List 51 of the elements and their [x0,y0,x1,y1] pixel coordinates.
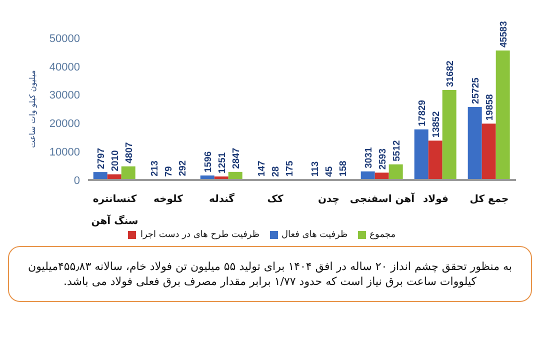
data-label: 13852 [430,111,442,138]
data-label: 175 [284,160,296,177]
data-label: 4807 [124,142,135,164]
x-tick-label: کنسانتره سنگ آهن [91,194,138,227]
data-label: 158 [338,160,349,177]
data-label: 79 [163,166,174,177]
legend-label: مجموع [370,230,396,240]
y-tick-label: 20000 [49,118,80,130]
x-tick-label: فولاد [423,194,448,205]
bar [428,140,442,180]
y-tick-label: 30000 [49,90,80,102]
x-tick-label: چدن [318,194,340,205]
data-label: 25725 [470,76,482,104]
data-label: 3031 [363,146,374,168]
y-tick-label: 50000 [49,32,80,45]
data-label: 147 [256,160,268,177]
data-label: 113 [310,161,321,177]
legend-label: ظرفیت طرح های در دست اجرا [140,230,260,240]
bar [121,166,136,180]
x-tick-label: کک [267,194,284,205]
data-label: 2797 [96,148,107,170]
data-label: 17829 [416,100,428,126]
data-label: 2010 [110,150,121,172]
data-label: 1596 [202,151,214,172]
data-label: 1251 [216,152,228,174]
y-axis-title: میلیون کیلو وات ساعت [28,70,37,148]
data-label: 45 [324,166,335,177]
x-tick-label: گندله [209,192,235,205]
data-label: 2847 [230,148,242,169]
y-tick-label: 40000 [49,61,80,74]
y-tick-label: 10000 [49,146,80,159]
bar [496,50,510,180]
bar [468,106,482,180]
bar [442,90,456,180]
bar [414,129,428,180]
data-label: 19858 [484,94,496,121]
x-tick-label: جمع کل [470,194,509,205]
text: به منظور تحقق چشم انداز ۲۰ ساله در افق ۱۴۰۴ برای تولید ۵۵ میلیون تن فولاد خام، سالانه ۴۵۵٫۸۳میلیون کیلووات ساعت برق نیاز است که حدود ۱/۷۷ برابر مقدار مصرف برق فعلی فولاد می باشد. [8,246,532,302]
data-label: 213 [149,160,160,176]
y-tick-label: 0 [74,174,80,187]
x-tick-label: کلوخه [154,194,184,205]
data-label: 292 [177,160,188,176]
data-label: 28 [270,166,282,177]
bar [388,164,403,180]
bar [482,124,496,180]
data-label: 45583 [498,21,510,48]
data-label: 2593 [377,148,388,170]
legend-label: ظرفیت های فعال [282,230,348,240]
x-tick-label: آهن اسفنجی [350,192,416,205]
data-label: 5512 [391,140,402,162]
data-label: 31682 [444,60,456,88]
